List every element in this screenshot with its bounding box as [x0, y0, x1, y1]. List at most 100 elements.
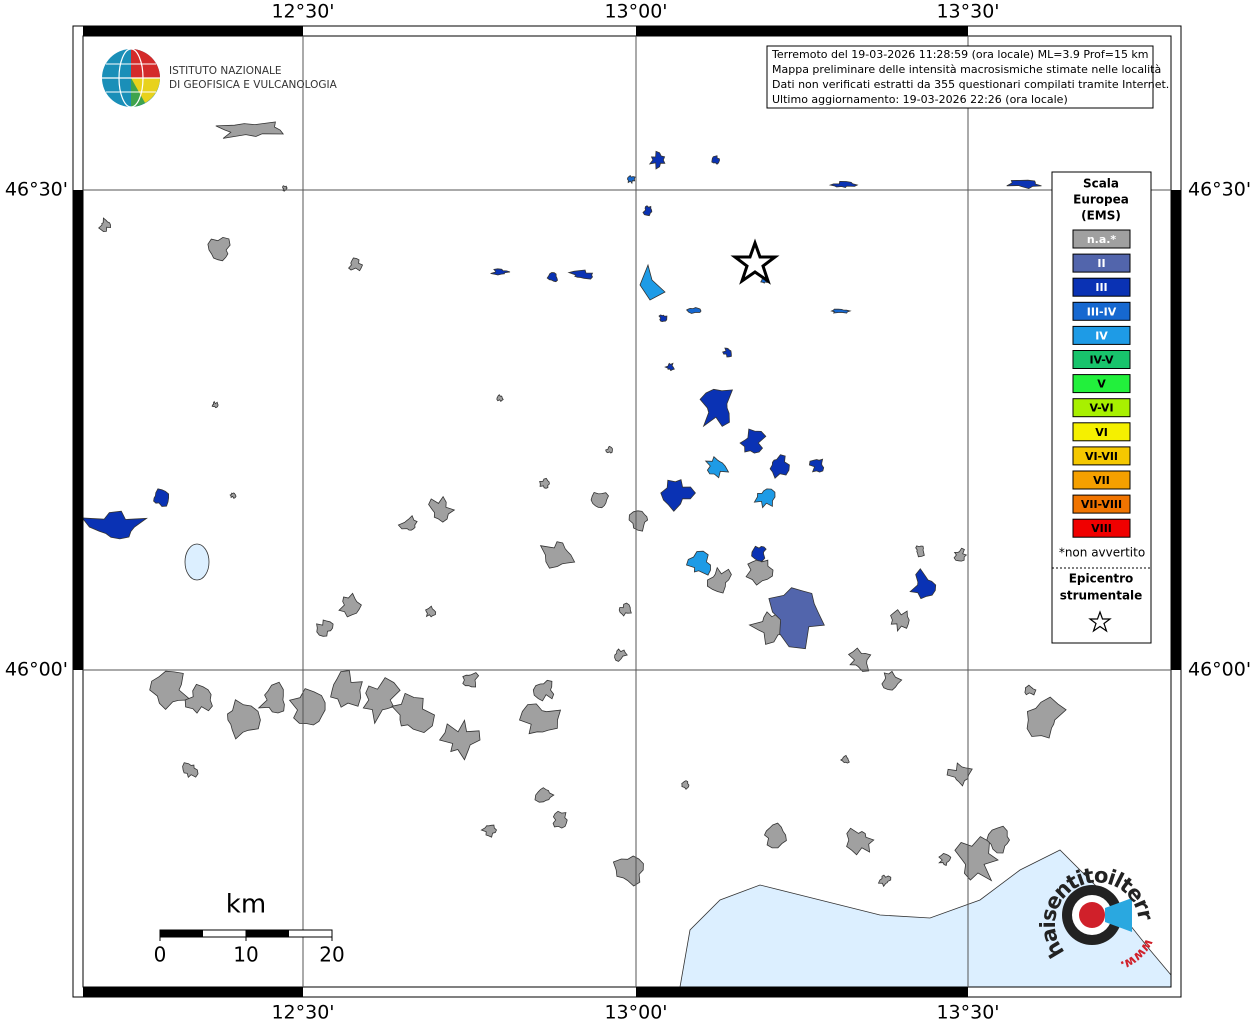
municipality-area — [768, 587, 825, 650]
municipality-area — [642, 205, 653, 217]
legend-swatch — [1072, 470, 1131, 490]
lon-label: 13°00' — [604, 1002, 667, 1024]
frame-bar — [636, 26, 968, 36]
municipality-area — [938, 853, 952, 866]
frame-bar — [636, 987, 968, 997]
legend-swatch — [1072, 277, 1131, 297]
legend-epicenter: strumentale — [1060, 589, 1143, 603]
municipality-area — [764, 822, 787, 849]
municipality-area — [397, 514, 418, 531]
legend-swatch — [1072, 350, 1131, 369]
municipality-area — [462, 672, 480, 688]
municipality-area — [539, 477, 550, 489]
municipality-area — [532, 679, 555, 702]
municipality-area — [81, 510, 148, 540]
municipality-area — [229, 492, 237, 499]
scale-label: 20 — [319, 943, 344, 967]
scale-bar: km 0 10 20 — [154, 890, 345, 967]
municipality-area — [539, 541, 576, 569]
map-shapes — [81, 121, 1172, 988]
lat-label: 46°30' — [5, 179, 68, 201]
municipality-area — [480, 824, 497, 838]
municipality-area — [648, 150, 666, 170]
municipality-area — [808, 458, 825, 473]
municipality-area — [847, 647, 872, 672]
municipality-area — [685, 550, 711, 576]
municipality-area — [660, 479, 696, 512]
municipality-area — [391, 692, 435, 734]
legend-title: Scala — [1083, 177, 1119, 191]
scale-label: 10 — [233, 943, 258, 967]
municipality-area — [348, 257, 364, 272]
municipality-area — [722, 347, 732, 358]
municipality-area — [518, 703, 562, 735]
legend-swatch — [1072, 494, 1131, 514]
legend-label: V-VI — [1089, 402, 1113, 415]
legend-swatch — [1072, 253, 1131, 273]
info-line: Dati non verificati estratti da 355 ques… — [772, 78, 1169, 91]
lon-label: 13°30' — [936, 1, 999, 23]
info-line: Terremoto del 19-03-2026 11:28:59 (ora l… — [771, 48, 1149, 61]
legend-title: Europea — [1073, 193, 1129, 207]
municipality-area — [490, 268, 511, 276]
legend-swatch — [1072, 422, 1131, 442]
municipality-area — [215, 121, 285, 139]
lake — [184, 543, 210, 581]
municipality-area — [846, 827, 875, 856]
frame-bar — [83, 987, 303, 997]
municipality-area — [664, 362, 675, 372]
legend-label: III — [1095, 281, 1107, 294]
municipality-area — [753, 488, 776, 509]
legend-label: III-IV — [1087, 305, 1117, 318]
legend-label: V — [1097, 378, 1106, 391]
municipality-area — [685, 307, 702, 314]
legend-star — [1088, 610, 1112, 633]
municipality-area — [1006, 179, 1042, 190]
municipality-area — [182, 762, 199, 779]
municipality-area — [257, 681, 285, 714]
municipality-area — [362, 677, 401, 725]
lat-label: 46°00' — [5, 659, 68, 681]
municipality-area — [704, 455, 730, 479]
lake — [639, 263, 666, 301]
municipality-area — [953, 547, 968, 562]
epicenter-star — [730, 238, 780, 285]
legend-label: VII-VIII — [1081, 498, 1122, 511]
scale-segment — [246, 930, 289, 937]
legend-title: (EMS) — [1081, 209, 1121, 223]
municipality-area — [946, 762, 973, 787]
legend-label: II — [1097, 257, 1105, 270]
watermark-speaker — [1105, 898, 1132, 932]
municipality-area — [149, 670, 192, 710]
legend-swatch — [1072, 446, 1131, 466]
frame-bars — [73, 26, 1181, 997]
municipality-area — [828, 180, 859, 189]
info-line: Mappa preliminare delle intensità macros… — [772, 63, 1161, 76]
scale-label: 0 — [154, 943, 167, 967]
info-box: Terremoto del 19-03-2026 11:28:59 (ora l… — [766, 45, 1169, 109]
municipality-area — [769, 454, 790, 479]
municipality-area — [890, 609, 910, 633]
lat-label: 46°30' — [1188, 179, 1251, 201]
municipality-area — [534, 787, 555, 803]
municipality-area — [552, 810, 568, 829]
municipality-area — [699, 388, 734, 428]
logo-segment — [131, 78, 160, 103]
logo-text: DI GEOFISICA E VULCANOLOGIA — [169, 79, 338, 91]
lon-label: 13°30' — [936, 1002, 999, 1024]
municipality-area — [881, 670, 903, 691]
municipality-area — [877, 874, 892, 888]
municipality-area — [428, 495, 456, 523]
municipality-area — [1026, 696, 1067, 739]
frame-bar — [1171, 190, 1181, 670]
legend-label: VIII — [1091, 522, 1112, 535]
municipality-area — [840, 754, 850, 764]
municipality-area — [330, 670, 363, 708]
municipality-area — [98, 217, 111, 233]
legend-swatch — [1072, 518, 1131, 538]
municipality-area — [207, 236, 231, 262]
legend-label: IV-V — [1089, 354, 1114, 367]
lat-label: 46°00' — [1188, 659, 1251, 681]
lagoon — [679, 849, 1172, 988]
